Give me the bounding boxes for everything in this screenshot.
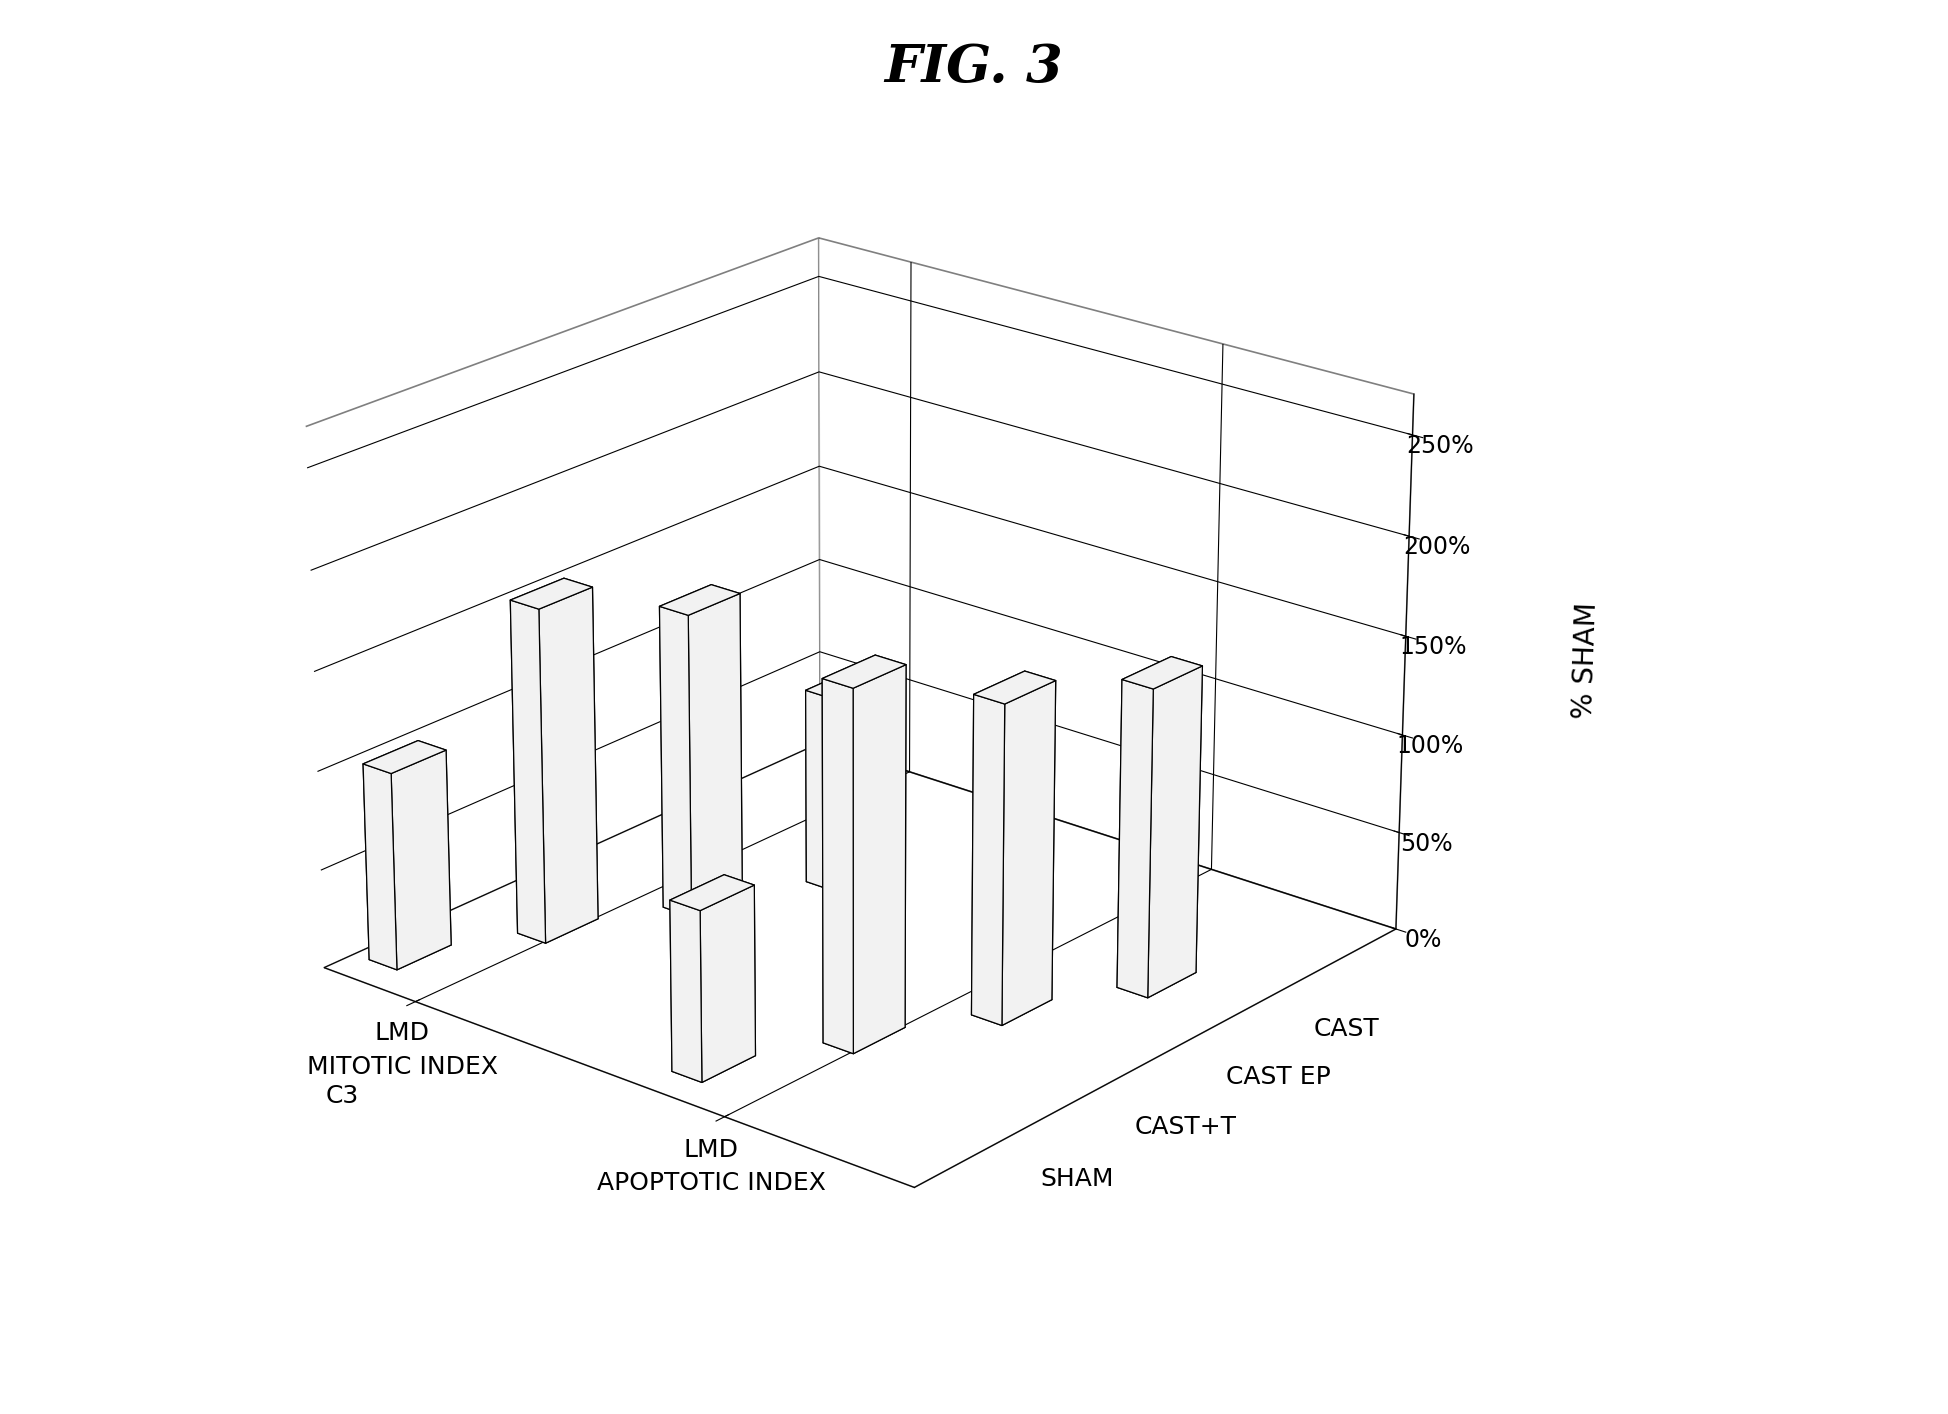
Text: FIG. 3: FIG. 3 [884, 42, 1064, 93]
